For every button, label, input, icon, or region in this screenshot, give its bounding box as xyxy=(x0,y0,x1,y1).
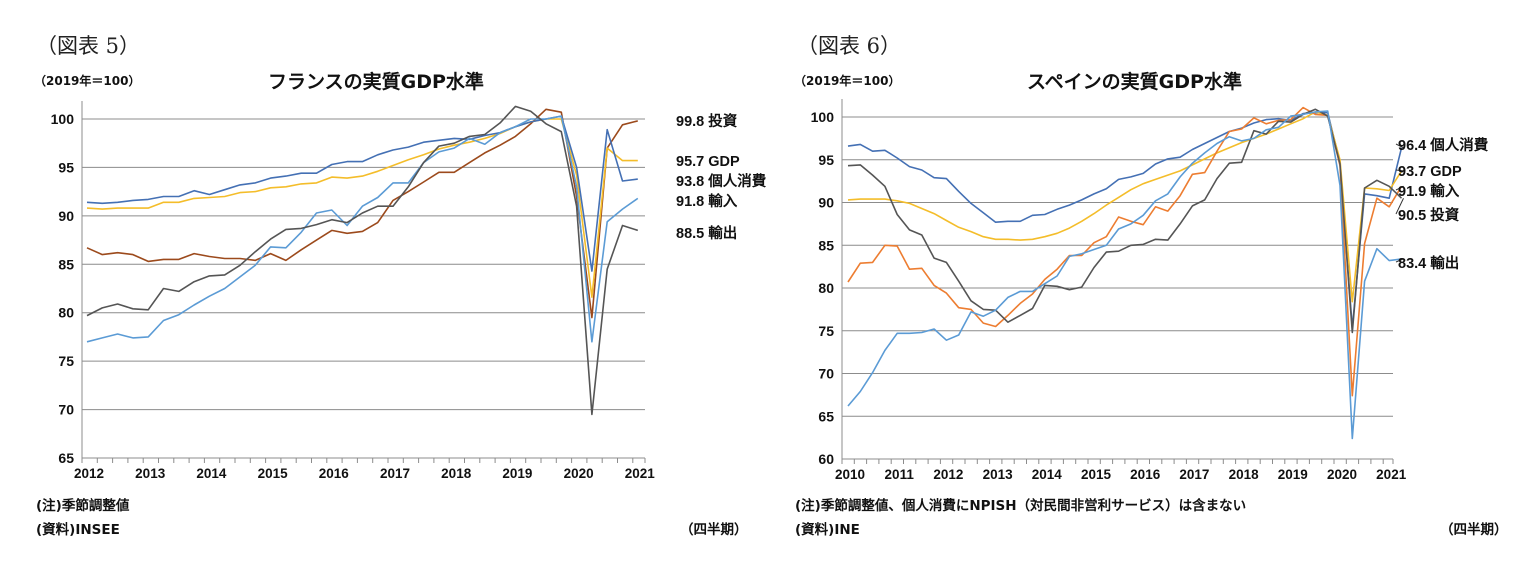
series-line-輸出 xyxy=(86,105,639,416)
figure-label-5: （図表 5） xyxy=(36,34,141,58)
y-tick-label: 90 xyxy=(818,195,834,211)
series-end-label: 88.5 輸出 xyxy=(676,224,737,242)
chart-title-spain: スペインの実質GDP水準 xyxy=(1027,71,1242,93)
x-tick-label: 2021 xyxy=(625,466,656,481)
y-tick-label: 80 xyxy=(58,305,74,321)
x-tick-label: 2012 xyxy=(74,466,104,481)
x-tick-label: 2021 xyxy=(1376,467,1407,482)
x-tick-label: 2019 xyxy=(502,466,532,481)
y-tick-label: 95 xyxy=(58,159,74,175)
chart-0: 65 70 75 80 85 90 95 100 2012 2013 2014 2015 2016 201… xyxy=(51,101,767,481)
y-tick-label: 75 xyxy=(58,353,74,369)
y-tick-label: 100 xyxy=(811,109,835,125)
leader-line xyxy=(1395,198,1404,215)
chart-1: 60 65 70 75 80 85 90 95 100 2010 2011 2012 2013 2014 2… xyxy=(811,99,1489,482)
leader-line xyxy=(1395,258,1404,263)
leader-line xyxy=(1395,143,1404,149)
xlabel-spain: （四半期） xyxy=(1440,522,1508,538)
series-line-GDP xyxy=(847,111,1403,303)
y-tick-label: 95 xyxy=(818,152,834,168)
series-end-label: 95.7 GDP xyxy=(676,154,740,170)
chart-title-france: フランスの実質GDP水準 xyxy=(268,71,484,93)
note-spain: (注)季節調整値、個人消費にNPISH（対民間非営利サービス）は含まない xyxy=(795,498,1247,514)
y-tick-label: 90 xyxy=(58,208,74,224)
x-tick-label: 2011 xyxy=(885,467,915,482)
x-tick-label: 2016 xyxy=(1130,467,1161,482)
x-tick-label: 2013 xyxy=(983,467,1014,482)
y-tick-label: 70 xyxy=(818,366,834,382)
series-end-label: 99.8 投資 xyxy=(676,112,738,130)
x-tick-label: 2015 xyxy=(1081,467,1112,482)
x-tick-label: 2020 xyxy=(1327,467,1357,482)
x-tick-label: 2015 xyxy=(258,466,289,481)
series-line-投資 xyxy=(86,108,638,319)
x-tick-label: 2020 xyxy=(564,466,594,481)
note-france: (注)季節調整値 xyxy=(36,498,130,514)
figure-label-6: （図表 6） xyxy=(797,34,902,58)
y-tick-label: 75 xyxy=(818,323,834,339)
series-end-label: 90.5 投資 xyxy=(1398,206,1460,224)
unit-label-spain: （2019年＝100） xyxy=(794,74,901,88)
series-line-投資 xyxy=(847,108,1403,334)
series-end-label: 91.9 輸入 xyxy=(1398,182,1460,200)
source-france: (資料)INSEE xyxy=(36,522,120,538)
y-tick-label: 85 xyxy=(58,256,74,272)
y-tick-label: 70 xyxy=(58,402,74,418)
unit-label-france: （2019年＝100） xyxy=(34,74,141,88)
x-tick-label: 2012 xyxy=(933,467,963,482)
series-end-label: 96.4 個人消費 xyxy=(1398,136,1489,154)
xlabel-france: （四半期） xyxy=(680,522,748,538)
leader-line xyxy=(1395,185,1404,191)
series-end-label: 93.8 個人消費 xyxy=(676,172,767,190)
x-tick-label: 2019 xyxy=(1278,467,1308,482)
x-tick-label: 2017 xyxy=(380,466,410,481)
y-tick-label: 100 xyxy=(51,111,75,127)
y-tick-label: 60 xyxy=(818,451,834,467)
series-line-GDP xyxy=(86,118,638,299)
series-line-個人消費 xyxy=(86,115,638,272)
x-tick-label: 2018 xyxy=(1229,467,1260,482)
series-line-輸入 xyxy=(86,115,639,343)
source-spain: (資料)INE xyxy=(795,522,860,538)
y-tick-label: 80 xyxy=(818,280,834,296)
y-tick-label: 85 xyxy=(818,237,834,253)
x-tick-label: 2014 xyxy=(1032,467,1063,482)
series-line-輸出 xyxy=(847,110,1402,440)
series-end-label: 83.4 輸出 xyxy=(1398,254,1459,272)
series-end-label: 91.8 輸入 xyxy=(676,192,738,210)
x-tick-label: 2017 xyxy=(1179,467,1209,482)
leader-line xyxy=(1395,169,1404,172)
x-tick-label: 2013 xyxy=(135,466,166,481)
x-tick-label: 2014 xyxy=(196,466,227,481)
y-tick-label: 65 xyxy=(818,408,834,424)
series-line-個人消費 xyxy=(847,111,1403,330)
x-tick-label: 2018 xyxy=(441,466,472,481)
x-tick-label: 2016 xyxy=(319,466,350,481)
series-end-label: 93.7 GDP xyxy=(1398,164,1462,180)
x-tick-label: 2010 xyxy=(835,467,865,482)
y-tick-label: 65 xyxy=(58,450,74,466)
